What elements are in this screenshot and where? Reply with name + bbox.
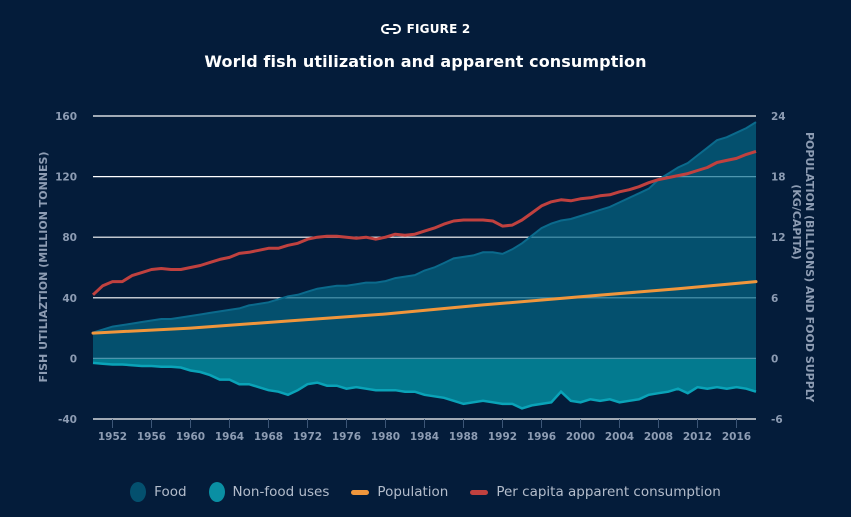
population-line	[91, 280, 758, 335]
figure-label: FIGURE 2	[0, 22, 851, 36]
y2-tick-label: 18	[771, 172, 786, 184]
chart-title: World fish utilization and apparent cons…	[204, 52, 647, 71]
x-tick-label: 1960	[176, 431, 205, 443]
chart: 1952 1956 1960 1964 1968 1972 1976 1980 1984 1988…	[37, 111, 816, 443]
x-tick-label: 1956	[137, 431, 166, 443]
y2-tick-label: 0	[771, 353, 778, 365]
x-tick-label: 2012	[683, 431, 712, 443]
y-axis-right: 24 18 12 6 0 -6	[771, 111, 786, 426]
y-axis-title: FISH UTILIAZTION (MILLION TONNES)	[37, 152, 50, 383]
legend-swatch-food	[130, 482, 147, 502]
legend: Food Non-food uses Population Per capita…	[0, 482, 851, 502]
y-axis-left: 160 120 80 40 0 -40	[55, 111, 77, 426]
food-area	[93, 122, 756, 359]
y-tick-label: 120	[55, 172, 77, 184]
x-tick-label: 1996	[527, 431, 556, 443]
y2-tick-label: 6	[771, 293, 778, 305]
x-tick-label: 2016	[722, 431, 751, 443]
y2-tick-label: -6	[771, 414, 783, 426]
x-tick-label: 2004	[605, 431, 634, 443]
x-tick-label: 1976	[332, 431, 361, 443]
y-tick-label: 160	[55, 111, 77, 123]
legend-label: Food	[154, 484, 187, 500]
y-tick-label: 80	[62, 232, 77, 244]
nonfood-edge-line	[92, 361, 757, 410]
food-edge-line	[92, 121, 757, 334]
legend-label: Population	[377, 484, 449, 500]
y2-tick-label: 12	[771, 232, 786, 244]
per-capita-line	[91, 149, 757, 296]
y2-axis-title-line1: POPULATION (BILLIONS) AND FOOD SUPPLY	[803, 132, 816, 403]
legend-item-nonfood[interactable]: Non-food uses	[208, 482, 330, 502]
y2-tick-label: 24	[771, 111, 786, 123]
y-tick-label: 0	[70, 353, 77, 365]
figure-number: FIGURE 2	[406, 22, 471, 36]
y2-axis-title-line2: (KG/CAPITA)	[790, 184, 803, 260]
legend-item-food[interactable]: Food	[130, 482, 187, 502]
legend-item-per-capita[interactable]: Per capita apparent consumption	[470, 484, 721, 500]
x-tick-label: 1980	[371, 431, 400, 443]
x-tick-label: 1992	[488, 431, 517, 443]
x-tick-label: 1968	[254, 431, 283, 443]
x-tick-label: 1972	[293, 431, 322, 443]
legend-item-population[interactable]: Population	[351, 484, 448, 500]
link-icon[interactable]	[380, 23, 401, 35]
x-tick-label: 1964	[215, 431, 244, 443]
x-tick-label: 2000	[566, 431, 595, 443]
legend-label: Per capita apparent consumption	[496, 484, 721, 500]
legend-label: Non-food uses	[232, 484, 330, 500]
x-axis: 1952 1956 1960 1964 1968 1972 1976 1980 1984 1988…	[98, 419, 751, 443]
legend-swatch-per-capita	[470, 489, 489, 495]
legend-swatch-population	[351, 489, 370, 495]
x-tick-label: 1988	[449, 431, 478, 443]
y-tick-label: 40	[62, 293, 77, 305]
x-tick-label: 2008	[644, 431, 673, 443]
y-tick-label: -40	[58, 414, 77, 426]
x-tick-label: 1984	[410, 431, 439, 443]
legend-swatch-nonfood	[208, 482, 225, 502]
nonfood-area	[93, 358, 756, 409]
x-tick-label: 1952	[98, 431, 127, 443]
